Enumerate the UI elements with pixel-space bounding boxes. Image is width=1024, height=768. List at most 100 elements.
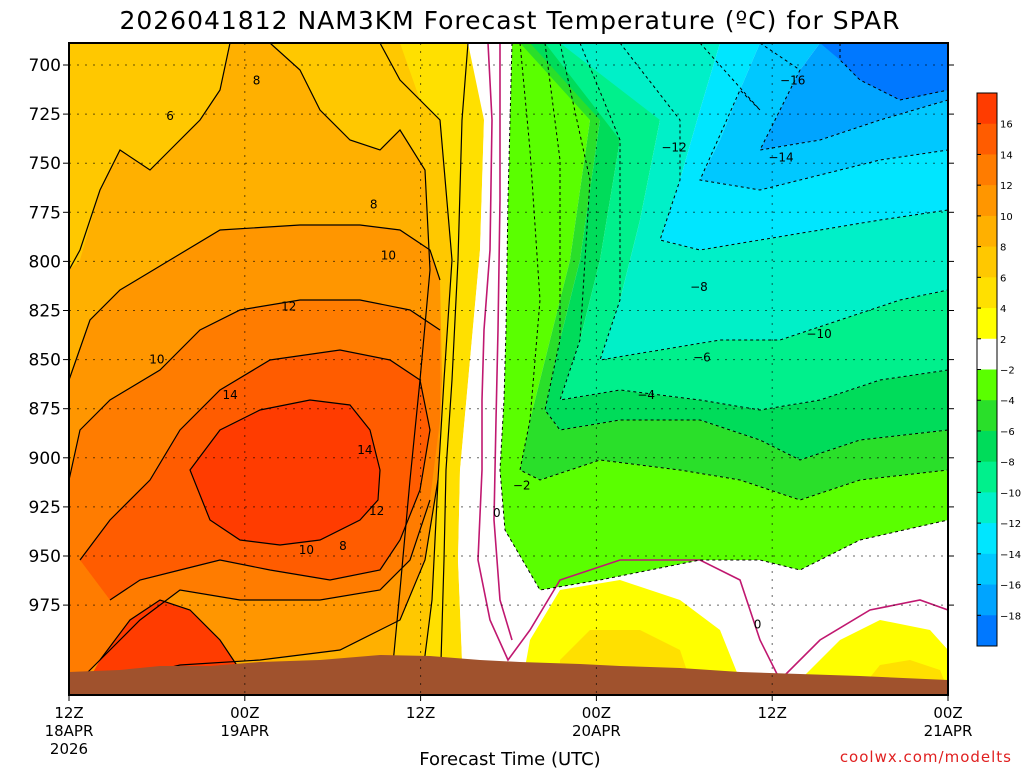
zero-contours [477,43,948,682]
colorbar-swatch [977,615,997,647]
x-tick-date: 18APR [45,722,94,740]
plot-frame [68,42,949,696]
band-minus-4-6 [520,43,948,500]
contour-label: −2 [513,478,531,492]
y-tick-label: 950 [29,547,61,567]
x-axis-label: Forecast Time (UTC) [419,749,600,768]
contour-label: −12 [661,140,686,154]
colorbar-label: 2 [1000,335,1006,346]
x-tick-label: 12Z [758,704,787,722]
contour-label: −8 [690,280,708,294]
colorbar-swatch [977,430,997,463]
colorbar-swatch [977,369,997,401]
colorbar-swatch [977,123,997,155]
y-tick-label: 775 [29,203,61,223]
colorbar-swatch [977,523,997,555]
colorbar-swatch [977,93,997,125]
colorbar-label: −6 [1000,427,1015,438]
contour-label: −6 [693,351,711,365]
colorbar-label: 12 [1000,181,1013,192]
contour-label: 8 [370,197,378,211]
colorbar-label: 16 [1000,120,1013,131]
x-tick-label: 00Z [582,704,611,722]
band-minus-18 [820,43,948,100]
band-minus-12-14 [580,43,948,250]
x-tick-label: 12Z [54,704,83,722]
x-tick-label: 12Z [406,704,435,722]
band-yellow-front [380,43,484,695]
colorbar-swatch [977,338,997,370]
colorbar-label: −8 [1000,458,1015,469]
contour-label: 12 [281,300,296,314]
y-tick-label: 975 [29,596,61,616]
surface-terrain [69,655,948,695]
band-minus-10-12 [560,43,948,360]
x-tick-year: 2026 [50,740,88,758]
contour-label: 0 [754,618,762,632]
contour-label: 8 [253,74,261,88]
contour-label: −16 [780,74,805,88]
colorbar-label: 10 [1000,212,1013,223]
colorbar-swatch [977,492,997,524]
contour-label: 14 [357,443,372,457]
contour-labels: 8 6 8 10 12 10 14 14 12 10 8 −2 0 0 −16 −12 −14 −8 −10 −6 −4 [149,74,831,632]
y-tick-label: 900 [29,449,61,469]
colorbar-label: 14 [1000,150,1013,161]
contour-label: 8 [339,539,347,553]
contour-label: 14 [223,388,238,402]
colorbar-swatch [977,553,997,586]
y-tick-label: 925 [29,498,61,518]
colorbar-label: −12 [1000,519,1021,530]
warm-contours [69,43,469,695]
y-tick-label: 800 [29,252,61,272]
colorbar-swatch [977,277,997,309]
chart-title: 2026041812 NAM3KM Forecast Temperature (… [119,6,900,35]
contour-label: 10 [149,353,164,367]
x-tick-date: 21APR [924,722,973,740]
colorbar-swatch [977,185,997,217]
y-tick-label: 700 [29,56,61,76]
y-tick-label: 850 [29,351,61,371]
contour-label: 0 [493,506,501,520]
y-tick-label: 875 [29,400,61,420]
y-tick-label: 750 [29,154,61,174]
colorbar-swatch [977,584,997,616]
y-tick-label: 725 [29,105,61,125]
colorbar-label: 8 [1000,243,1006,254]
colorbar-swatch [977,400,997,432]
contour-label: −10 [806,327,831,341]
colorbar-label: −10 [1000,488,1021,499]
contour-label: 10 [381,249,396,263]
credit-text: coolwx.com/modelts [840,748,1012,766]
colorbar-swatch [977,215,997,248]
band-minus-6-8 [530,43,948,460]
colorbar-swatch [977,246,997,278]
colorbar-label: −18 [1000,611,1021,622]
band-yellow-top [69,43,230,270]
y-axis-ticks: 700 725 750 775 800 825 850 875 900 925 950 975 [29,56,954,616]
colorbar-swatch [977,154,997,186]
colorbar-label: 6 [1000,273,1006,284]
contour-label: 10 [299,543,314,557]
colorbar-label: −16 [1000,581,1021,592]
contour-label: 6 [166,109,174,123]
x-tick-date: 19APR [220,722,269,740]
colorbar: 16 14 12 10 8 6 4 2 −2 −4 −6 −8 −10 −12 −14 −16 −18 [976,92,1021,647]
colorbar-swatch [977,461,997,493]
contour-label: −14 [768,150,793,164]
colorbar-label: 4 [1000,304,1006,315]
colorbar-label: −2 [1000,366,1015,377]
colorbar-label: −4 [1000,396,1015,407]
band-14-16-core [190,400,380,545]
x-tick-label: 00Z [933,704,962,722]
band-minus-2-6 [500,43,948,590]
band-minus-8-10 [545,43,948,410]
band-minus-14-16 [620,43,948,190]
contour-label: 12 [369,504,384,518]
x-tick-label: 00Z [230,704,259,722]
colorbar-swatch [977,308,997,340]
cold-contours [499,43,948,591]
colorbar-label: −14 [1000,550,1021,561]
